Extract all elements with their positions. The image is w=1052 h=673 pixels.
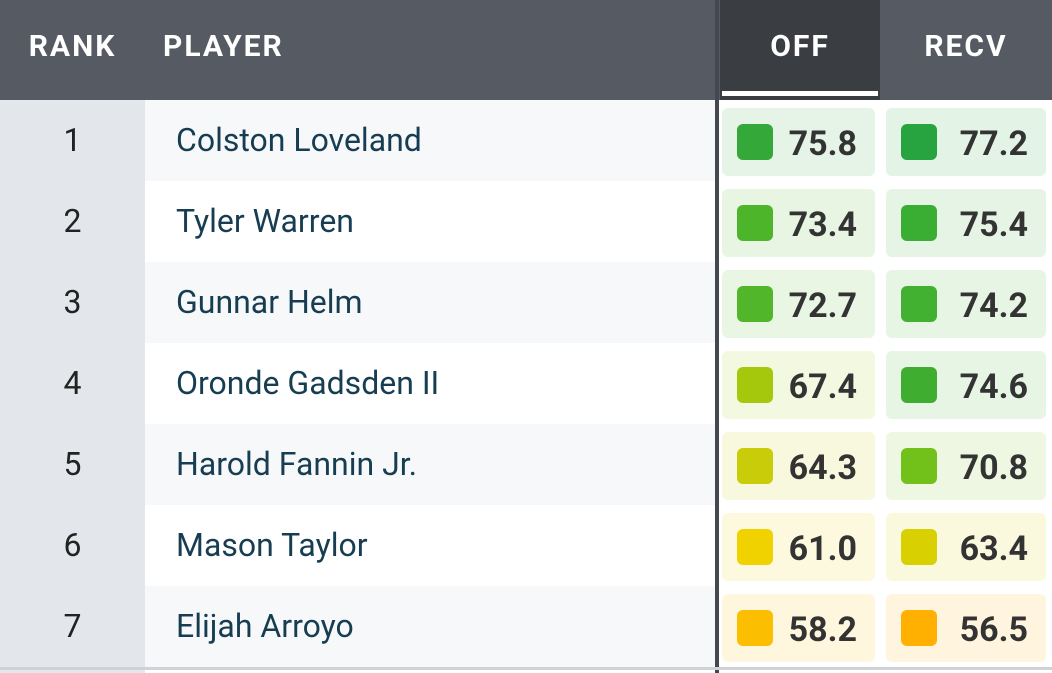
off-grade-cell: 58.2: [722, 594, 875, 662]
grade-swatch: [901, 124, 937, 160]
header-rank[interactable]: RANK: [28, 29, 117, 64]
column-divider: [715, 0, 719, 673]
grade-swatch: [901, 205, 937, 241]
grade-swatch: [737, 448, 773, 484]
row-bg: [145, 343, 715, 424]
rank: 5: [63, 445, 82, 483]
recv-grade: 63.4: [959, 529, 1028, 569]
recv-grade: 74.6: [959, 367, 1028, 407]
grade-swatch: [737, 205, 773, 241]
off-grade-cell: 64.3: [722, 432, 875, 500]
off-grade: 73.4: [788, 205, 857, 245]
grade-swatch: [901, 286, 937, 322]
off-grade-cell: 72.7: [722, 270, 875, 338]
row-bg: [145, 181, 715, 262]
grade-swatch: [737, 367, 773, 403]
player-name: Mason Taylor: [176, 526, 368, 564]
recv-grade: 75.4: [959, 205, 1028, 245]
rank: 3: [63, 283, 82, 321]
grade-swatch: [901, 448, 937, 484]
grade-swatch: [901, 367, 937, 403]
grade-swatch: [901, 529, 937, 565]
recv-grade: 70.8: [959, 448, 1028, 488]
off-grade: 64.3: [788, 448, 857, 488]
grade-swatch: [737, 529, 773, 565]
rank: 7: [63, 607, 82, 645]
recv-grade-cell: 63.4: [886, 513, 1046, 581]
header-recv[interactable]: RECV: [924, 29, 1008, 64]
off-grade: 61.0: [788, 529, 857, 569]
active-header: [720, 0, 880, 100]
recv-grade: 77.2: [959, 124, 1028, 164]
grade-swatch: [901, 610, 937, 646]
rank-column-bg: [0, 100, 145, 673]
recv-grade: 56.5: [959, 610, 1028, 650]
row-bg: [145, 424, 715, 505]
off-grade-cell: 73.4: [722, 189, 875, 257]
recv-grade-cell: 74.6: [886, 351, 1046, 419]
rank: 4: [63, 364, 82, 402]
active-underline: [722, 91, 878, 96]
player-name: Oronde Gadsden II: [176, 364, 440, 402]
recv-grade-cell: 75.4: [886, 189, 1046, 257]
grade-swatch: [737, 286, 773, 322]
off-grade: 72.7: [788, 286, 857, 326]
off-grade: 58.2: [788, 610, 857, 650]
off-grade-cell: 75.8: [722, 108, 875, 176]
row-bg: [145, 586, 715, 667]
off-grade-cell: 67.4: [722, 351, 875, 419]
row-bg: [145, 262, 715, 343]
recv-grade-cell: 77.2: [886, 108, 1046, 176]
rank: 1: [63, 121, 82, 159]
grade-swatch: [737, 124, 773, 160]
header-player[interactable]: PLAYER: [163, 29, 284, 64]
player-name: Gunnar Helm: [176, 283, 363, 321]
player-name: Elijah Arroyo: [176, 607, 354, 645]
off-grade-cell: 61.0: [722, 513, 875, 581]
off-grade: 75.8: [788, 124, 857, 164]
player-name: Harold Fannin Jr.: [176, 445, 418, 483]
header-off[interactable]: OFF: [770, 29, 830, 64]
row-bg: [145, 100, 715, 181]
recv-grade-cell: 74.2: [886, 270, 1046, 338]
grade-swatch: [737, 610, 773, 646]
rank: 6: [63, 526, 82, 564]
recv-grade-cell: 56.5: [886, 594, 1046, 662]
off-grade: 67.4: [788, 367, 857, 407]
row-bg: [145, 505, 715, 586]
recv-grade: 74.2: [959, 286, 1028, 326]
bottom-line: [0, 667, 1052, 670]
player-name: Colston Loveland: [176, 121, 422, 159]
player-name: Tyler Warren: [176, 202, 354, 240]
rank: 2: [63, 202, 82, 240]
recv-grade-cell: 70.8: [886, 432, 1046, 500]
